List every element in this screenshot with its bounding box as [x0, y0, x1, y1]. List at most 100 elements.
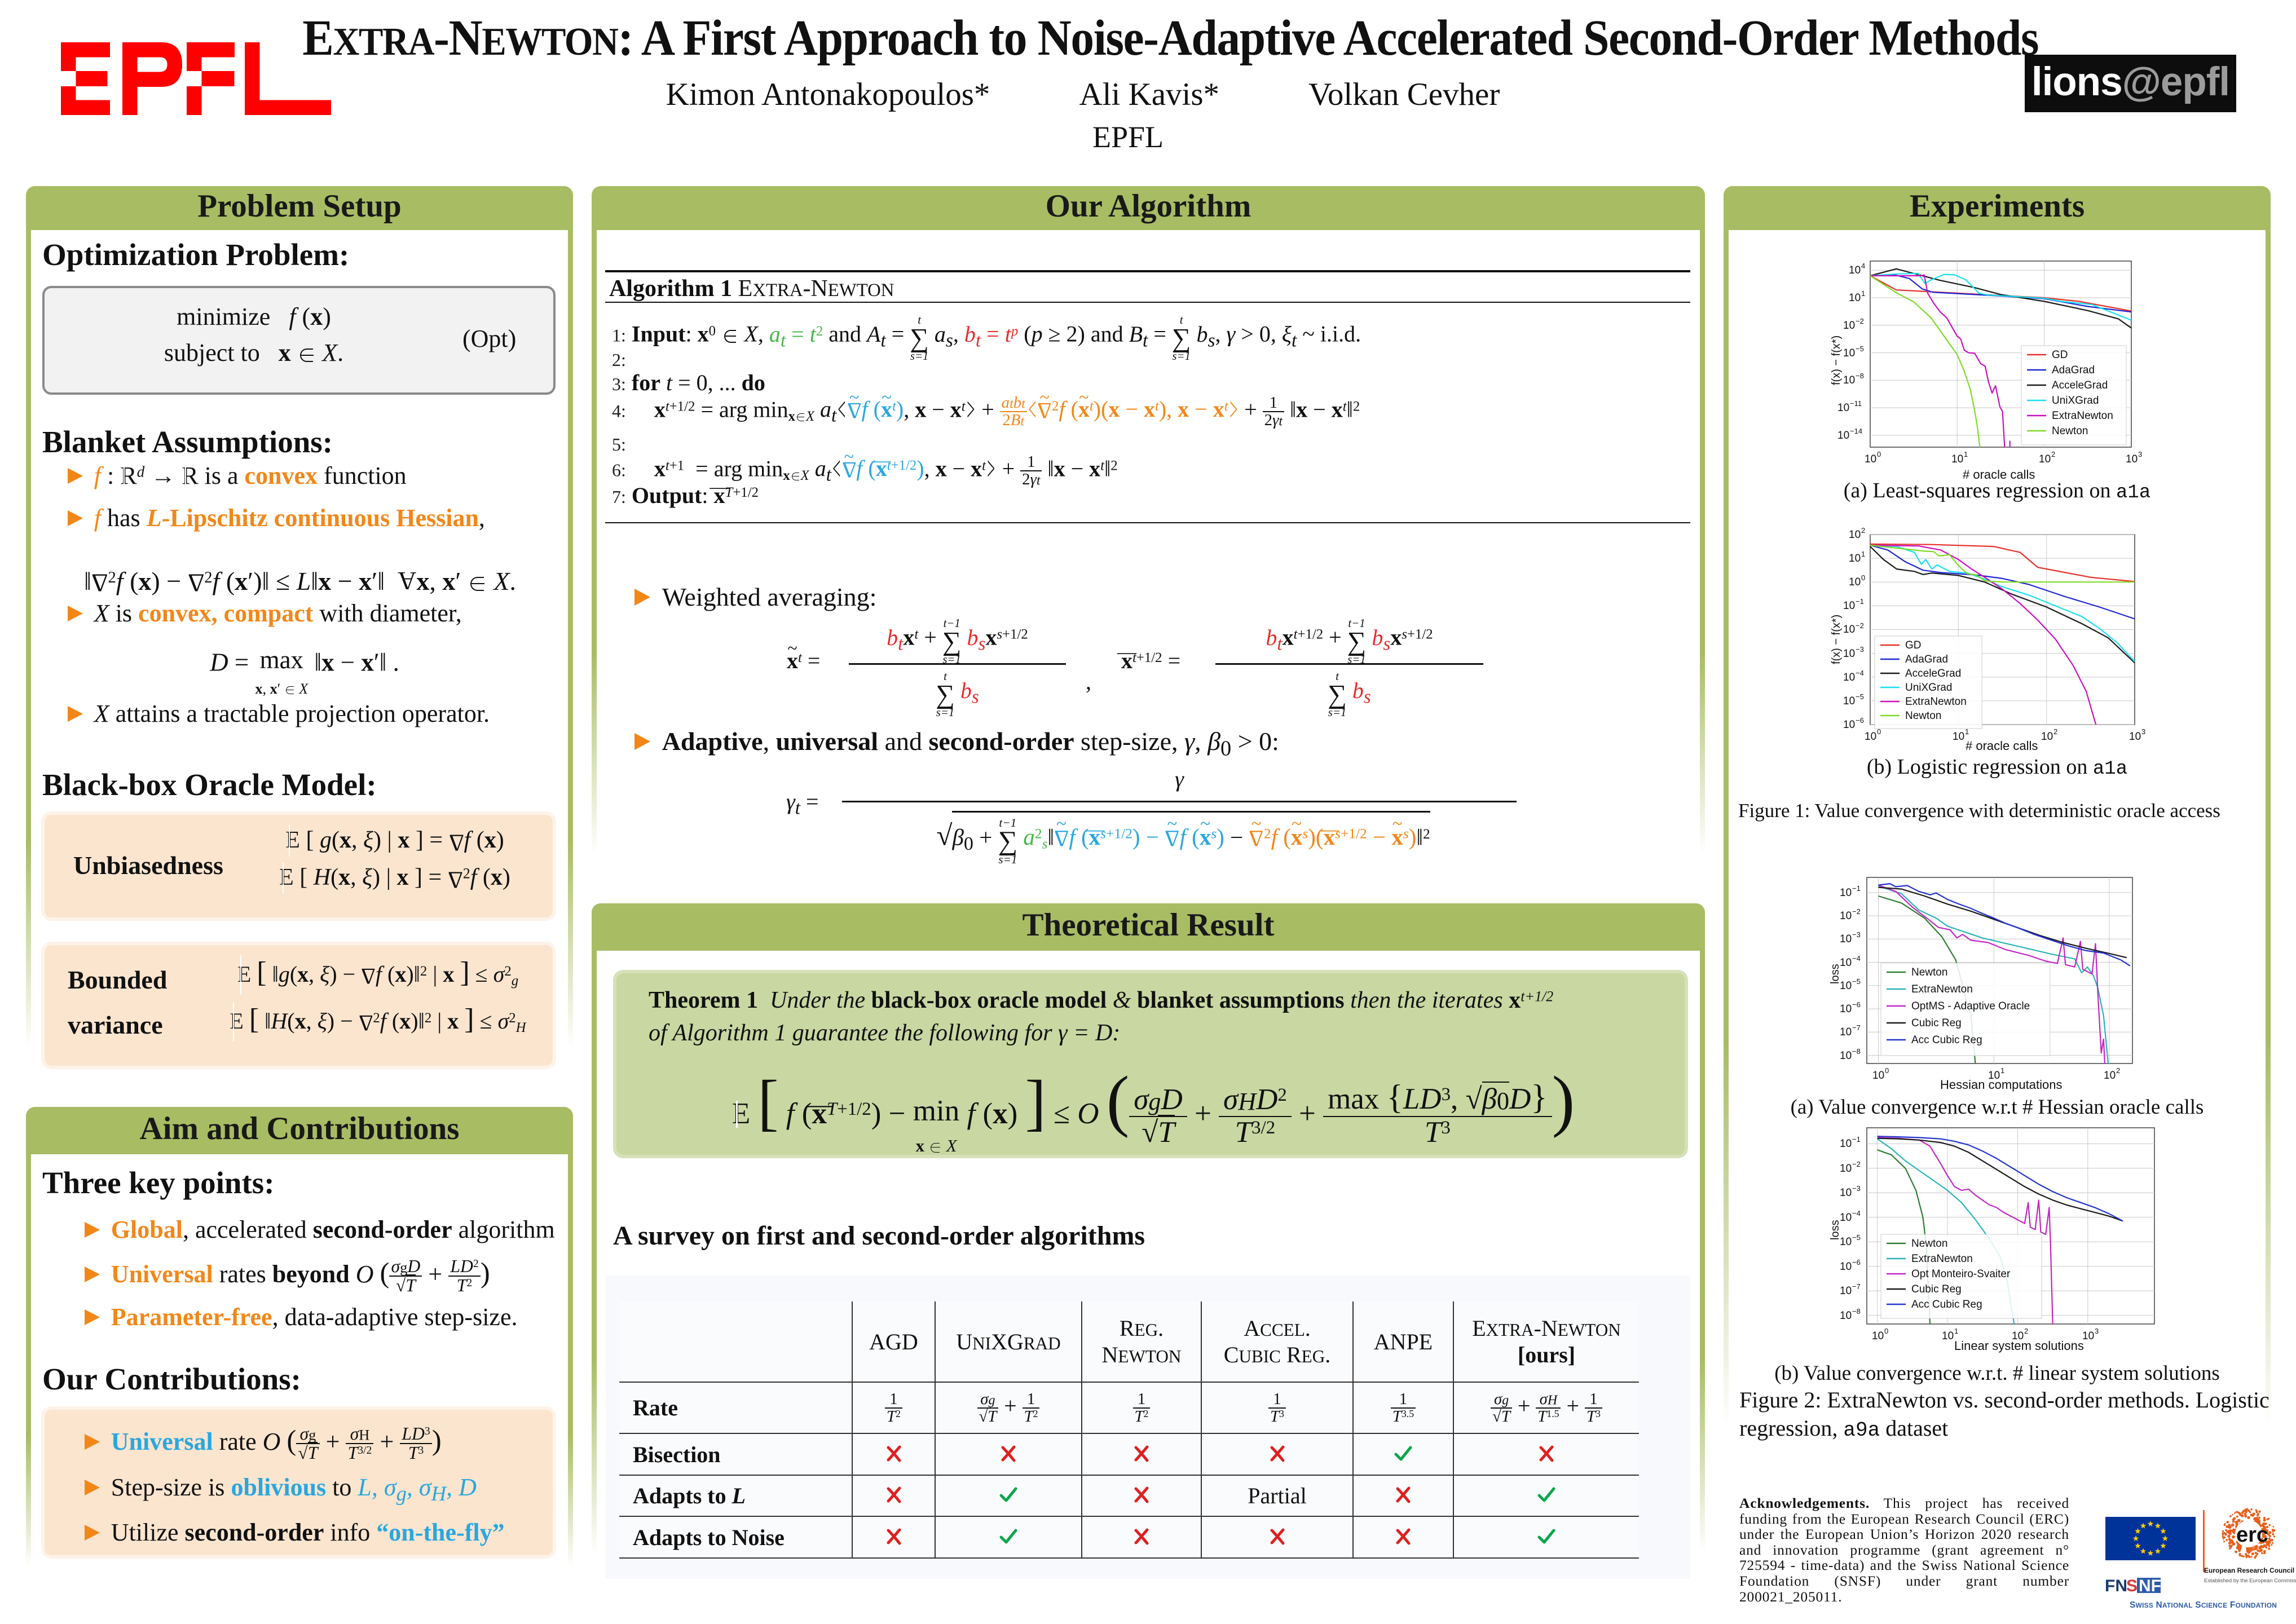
svg-text:10: 10 — [2126, 453, 2138, 465]
svg-text:1: 1 — [2000, 1066, 2004, 1075]
svg-text:−11: −11 — [1850, 399, 1862, 408]
svg-text:# oracle calls: # oracle calls — [1963, 467, 2035, 482]
svg-text:2: 2 — [1861, 526, 1865, 535]
svg-text:10: 10 — [1872, 1330, 1884, 1342]
svg-text:0: 0 — [1884, 1327, 1888, 1335]
svg-text:AcceleGrad: AcceleGrad — [1905, 668, 1961, 679]
svg-text:3: 3 — [2095, 1327, 2099, 1335]
svg-text:10: 10 — [1840, 1285, 1852, 1297]
svg-text:10: 10 — [1840, 980, 1852, 992]
svg-text:10: 10 — [1843, 624, 1855, 636]
svg-text:10: 10 — [1988, 1070, 2000, 1082]
svg-text:−1: −1 — [1852, 884, 1861, 893]
svg-text:2: 2 — [2116, 1066, 2120, 1075]
svg-text:10: 10 — [1843, 347, 1855, 359]
svg-text:10: 10 — [1840, 887, 1852, 899]
svg-text:−3: −3 — [1856, 645, 1864, 654]
svg-text:−7: −7 — [1852, 1282, 1861, 1291]
svg-text:0: 0 — [1885, 1066, 1889, 1075]
svg-text:GD: GD — [2052, 349, 2068, 361]
svg-text:AcceleGrad: AcceleGrad — [2052, 379, 2108, 391]
svg-text:−6: −6 — [1856, 716, 1864, 725]
svg-text:0: 0 — [1877, 727, 1881, 736]
svg-text:loss: loss — [1829, 1220, 1841, 1240]
svg-text:ExtraNewton: ExtraNewton — [1911, 1253, 1973, 1265]
svg-text:10: 10 — [2082, 1330, 2094, 1342]
svg-text:−5: −5 — [1852, 977, 1861, 986]
svg-text:10: 10 — [1840, 1138, 1852, 1150]
svg-text:10: 10 — [1840, 1163, 1852, 1175]
svg-text:−4: −4 — [1852, 1209, 1861, 1217]
svg-text:10: 10 — [1837, 430, 1849, 442]
svg-text:ExtraNewton: ExtraNewton — [2052, 410, 2113, 422]
svg-text:1: 1 — [1964, 450, 1968, 458]
svg-text:−3: −3 — [1852, 1184, 1861, 1193]
svg-text:OptMS - Adaptive Oracle: OptMS - Adaptive Oracle — [1911, 1000, 2030, 1012]
svg-text:Acc Cubic Reg: Acc Cubic Reg — [1911, 1299, 1982, 1310]
svg-text:10: 10 — [1843, 320, 1855, 332]
svg-text:1: 1 — [1861, 289, 1865, 298]
svg-text:10: 10 — [1843, 648, 1855, 660]
svg-text:10: 10 — [1840, 1050, 1852, 1062]
svg-text:AdaGrad: AdaGrad — [1905, 654, 1948, 665]
svg-text:Hessian computations: Hessian computations — [1940, 1078, 2062, 1092]
svg-text:10: 10 — [1837, 402, 1849, 414]
svg-text:1: 1 — [1965, 727, 1969, 736]
svg-text:10: 10 — [1942, 1330, 1954, 1342]
svg-text:−8: −8 — [1852, 1047, 1861, 1056]
svg-text:10: 10 — [1840, 1187, 1852, 1199]
svg-text:10: 10 — [1849, 264, 1861, 276]
svg-text:10: 10 — [1840, 1310, 1852, 1322]
svg-text:S: S — [2126, 1577, 2138, 1595]
svg-text:10: 10 — [1849, 553, 1861, 564]
svg-text:−2: −2 — [1852, 1160, 1861, 1168]
svg-text:10: 10 — [1840, 1261, 1852, 1273]
svg-text:3: 3 — [2141, 727, 2145, 736]
svg-text:−2: −2 — [1856, 621, 1864, 630]
svg-text:10: 10 — [1843, 672, 1855, 683]
svg-text:AdaGrad: AdaGrad — [2052, 364, 2095, 376]
svg-text:−8: −8 — [1856, 372, 1864, 380]
svg-text:10: 10 — [1840, 910, 1852, 922]
svg-text:FN: FN — [2105, 1577, 2127, 1595]
svg-text:10: 10 — [1865, 731, 1876, 743]
svg-text:4: 4 — [1861, 262, 1865, 270]
svg-text:10: 10 — [2041, 731, 2053, 743]
svg-text:2: 2 — [2024, 1327, 2028, 1335]
svg-text:10: 10 — [1849, 576, 1861, 588]
svg-text:−5: −5 — [1856, 345, 1864, 353]
svg-text:GD: GD — [1905, 639, 1922, 651]
svg-text:10: 10 — [1951, 453, 1963, 465]
svg-text:10: 10 — [1840, 1212, 1852, 1224]
svg-text:Newton: Newton — [1905, 710, 1941, 722]
svg-text:2: 2 — [2051, 450, 2055, 458]
svg-text:UniXGrad: UniXGrad — [1905, 682, 1952, 694]
svg-text:−8: −8 — [1852, 1307, 1861, 1316]
svg-text:−6: −6 — [1852, 1258, 1861, 1266]
svg-text:Acc Cubic Reg: Acc Cubic Reg — [1911, 1034, 1982, 1046]
svg-text:−5: −5 — [1856, 692, 1864, 701]
svg-text:0: 0 — [1861, 573, 1865, 582]
svg-text:−4: −4 — [1856, 669, 1864, 677]
svg-text:10: 10 — [1953, 731, 1964, 743]
svg-text:10: 10 — [2012, 1330, 2024, 1342]
svg-text:10: 10 — [2104, 1070, 2116, 1082]
svg-text:1: 1 — [1861, 550, 1865, 558]
svg-text:ExtraNewton: ExtraNewton — [1911, 983, 1973, 995]
svg-text:10: 10 — [1840, 957, 1852, 969]
svg-text:10: 10 — [2129, 731, 2141, 743]
svg-text:erc: erc — [2236, 1523, 2268, 1547]
svg-text:10: 10 — [1849, 292, 1861, 304]
svg-text:10: 10 — [1843, 374, 1855, 386]
svg-text:Linear system solutions: Linear system solutions — [1954, 1339, 2084, 1353]
svg-text:2: 2 — [2053, 727, 2057, 736]
svg-text:−3: −3 — [1852, 930, 1861, 939]
svg-text:−6: −6 — [1852, 1000, 1861, 1009]
svg-text:Opt Monteiro-Svaiter: Opt Monteiro-Svaiter — [1911, 1268, 2011, 1280]
svg-text:3: 3 — [2138, 450, 2142, 458]
svg-text:10: 10 — [1849, 529, 1861, 541]
svg-text:Newton: Newton — [1911, 967, 1947, 978]
svg-text:Newton: Newton — [2052, 425, 2088, 437]
svg-text:−1: −1 — [1856, 597, 1864, 606]
svg-text:0: 0 — [1877, 450, 1881, 458]
